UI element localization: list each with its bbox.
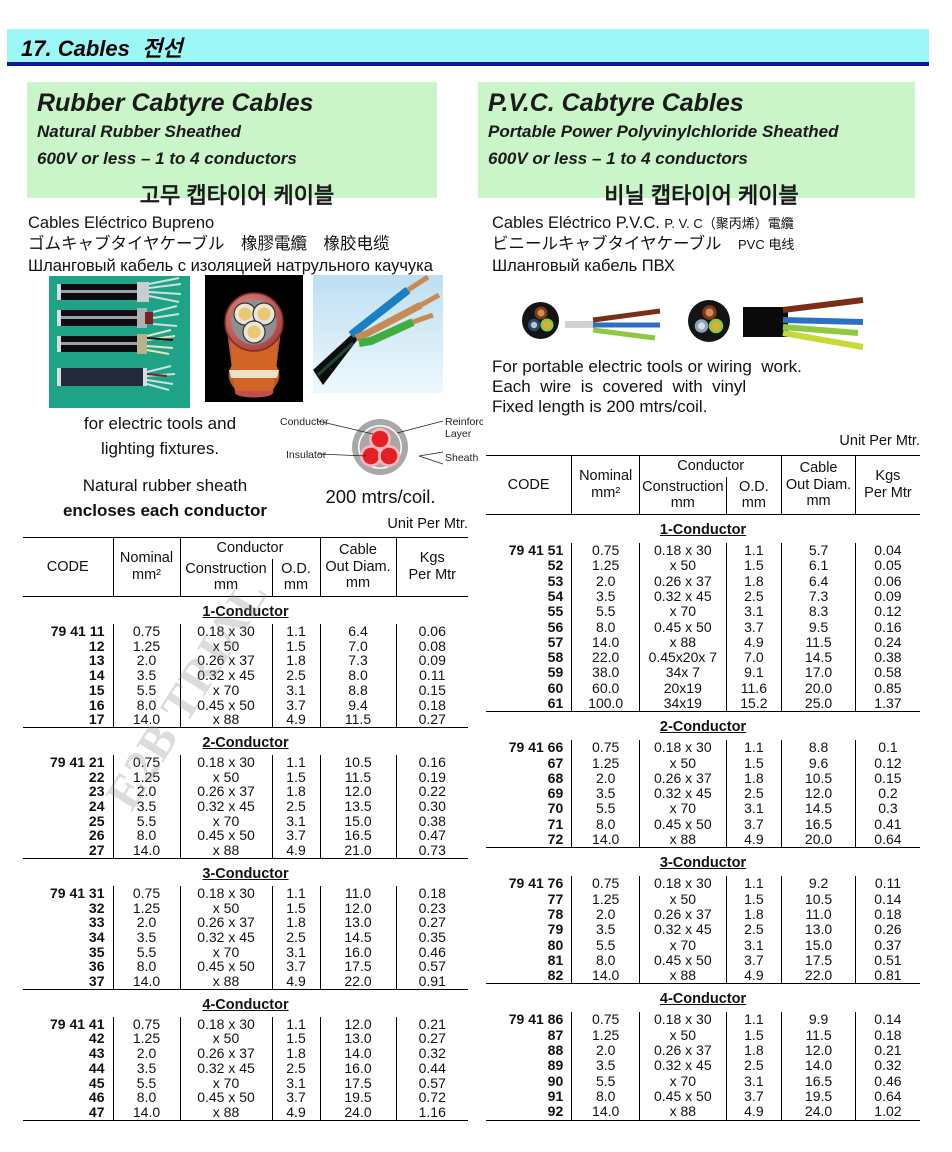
svg-text:Sheath: Sheath	[445, 452, 478, 464]
svg-text:Insulator: Insulator	[286, 449, 327, 461]
svg-text:Conductor: Conductor	[280, 416, 329, 428]
svg-text:Reinforce: Reinforce	[445, 416, 483, 428]
svg-text:Layer: Layer	[445, 428, 472, 440]
